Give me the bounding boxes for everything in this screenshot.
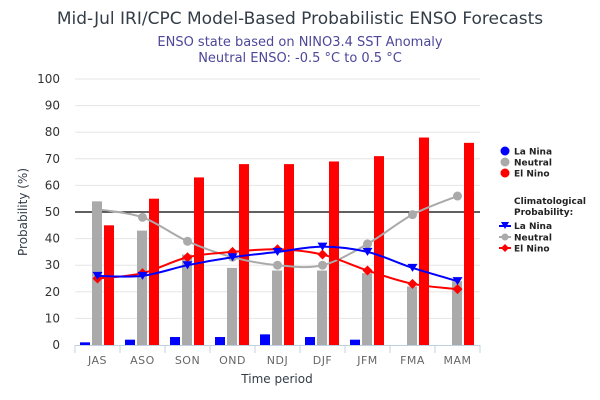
bar-la-nina-jfm xyxy=(350,339,360,345)
chart-subtitle-line1: ENSO state based on NINO3.4 SST Anomaly xyxy=(157,35,443,50)
bar-la-nina-jas xyxy=(80,342,90,345)
y-tick-label: 40 xyxy=(45,232,60,246)
clim-point-el-nino-son xyxy=(182,252,193,263)
bar-el-nino-ond xyxy=(239,164,249,345)
x-tick-label: OND xyxy=(219,354,246,367)
clim-point-la-nina-jas xyxy=(92,271,103,280)
y-tick-label: 50 xyxy=(45,205,60,219)
bar-neutral-mam xyxy=(452,281,462,345)
x-tick-label: JAS xyxy=(87,354,107,367)
legend-marker-la-nina xyxy=(500,146,510,156)
x-axis-label: Time period xyxy=(240,372,312,386)
chart-subtitle-line2: Neutral ENSO: -0.5 °C to 0.5 °C xyxy=(198,51,402,66)
clim-point-la-nina-son xyxy=(182,261,193,270)
bar-la-nina-djf xyxy=(305,337,315,345)
y-tick-label: 70 xyxy=(45,152,60,166)
legend: La Nina Neutral El Nino Climatological Pr… xyxy=(499,146,586,255)
x-tick-label: MAM xyxy=(443,354,471,367)
x-tick-label: FMA xyxy=(400,354,425,367)
y-axis-ticks: 0 10 20 30 40 50 60 70 80 90 100 xyxy=(37,72,60,352)
clim-point-la-nina-ndj xyxy=(272,247,283,256)
clim-point-neutral-fma xyxy=(408,210,417,220)
bar-el-nino-aso xyxy=(149,198,159,345)
bar-neutral-djf xyxy=(317,270,327,345)
bar-el-nino-jfm xyxy=(374,156,384,345)
x-tick-label: DJF xyxy=(313,354,333,367)
clim-point-el-nino-djf xyxy=(317,249,328,260)
x-tick-label: SON xyxy=(175,354,200,367)
clim-point-la-nina-mam xyxy=(452,277,463,286)
bar-neutral-fma xyxy=(407,286,417,345)
chart-title: Mid-Jul IRI/CPC Model-Based Probabilisti… xyxy=(57,9,543,29)
bar-neutral-son xyxy=(182,254,192,345)
clim-point-neutral-djf xyxy=(318,260,327,270)
legend-diamond-icon xyxy=(501,244,509,252)
legend-label-clim-la-nina[interactable]: La Nina xyxy=(514,222,552,232)
legend-label-clim-neutral[interactable]: Neutral xyxy=(514,234,552,244)
x-tick-label: JFM xyxy=(356,354,378,367)
bar-la-nina-son xyxy=(170,337,180,345)
climatology-lines xyxy=(92,191,463,295)
bar-la-nina-ndj xyxy=(260,334,270,345)
clim-point-la-nina-djf xyxy=(317,242,328,251)
bar-el-nino-djf xyxy=(329,161,339,345)
legend-label-la-nina[interactable]: La Nina xyxy=(514,148,552,158)
clim-point-neutral-mam xyxy=(453,191,462,201)
legend-marker-el-nino xyxy=(500,168,510,178)
clim-point-el-nino-fma xyxy=(407,278,418,289)
x-tick-label: NDJ xyxy=(267,354,288,367)
x-tick-label: ASO xyxy=(130,354,155,367)
y-axis-label: Probability (%) xyxy=(16,168,30,256)
y-tick-label: 0 xyxy=(52,338,60,352)
y-tick-label: 90 xyxy=(45,99,60,113)
clim-point-la-nina-jfm xyxy=(362,247,373,256)
clim-point-la-nina-ond xyxy=(227,253,238,262)
bar-el-nino-ndj xyxy=(284,164,294,345)
bar-el-nino-fma xyxy=(419,137,429,345)
bar-neutral-jfm xyxy=(362,273,372,345)
y-tick-label: 10 xyxy=(45,311,60,325)
legend-marker-neutral xyxy=(500,157,510,167)
legend-climatology-title: Climatological Probability: xyxy=(514,197,586,218)
y-tick-label: 20 xyxy=(45,285,60,299)
clim-point-neutral-jfm xyxy=(363,239,372,249)
y-tick-label: 60 xyxy=(45,178,60,192)
y-tick-label: 80 xyxy=(45,125,60,139)
bar-la-nina-ond xyxy=(215,337,225,345)
clim-point-la-nina-aso xyxy=(137,271,148,280)
legend-label-clim-el-nino[interactable]: El Nino xyxy=(514,245,550,255)
legend-label-neutral[interactable]: Neutral xyxy=(514,159,552,169)
clim-point-el-nino-mam xyxy=(452,284,463,295)
bar-neutral-ndj xyxy=(272,270,282,345)
x-axis: JAS ASO SON OND NDJ DJF JFM FMA MAM xyxy=(74,345,481,367)
clim-point-neutral-ndj xyxy=(273,260,282,270)
bar-el-nino-mam xyxy=(464,142,474,345)
clim-point-la-nina-fma xyxy=(407,263,418,272)
legend-circle-icon xyxy=(501,233,509,241)
legend-label-el-nino[interactable]: El Nino xyxy=(514,170,550,180)
bars xyxy=(80,137,474,345)
clim-point-neutral-son xyxy=(183,236,192,246)
clim-point-neutral-jas xyxy=(93,204,102,214)
clim-point-el-nino-jfm xyxy=(362,265,373,276)
bar-el-nino-son xyxy=(194,177,204,345)
bar-neutral-ond xyxy=(227,267,237,345)
bar-neutral-aso xyxy=(137,230,147,345)
y-tick-label: 100 xyxy=(37,72,60,86)
legend-triangle-down-icon xyxy=(501,222,509,229)
bar-la-nina-aso xyxy=(125,339,135,345)
y-tick-label: 30 xyxy=(45,258,60,272)
clim-point-neutral-aso xyxy=(138,212,147,222)
bar-el-nino-jas xyxy=(104,225,114,345)
